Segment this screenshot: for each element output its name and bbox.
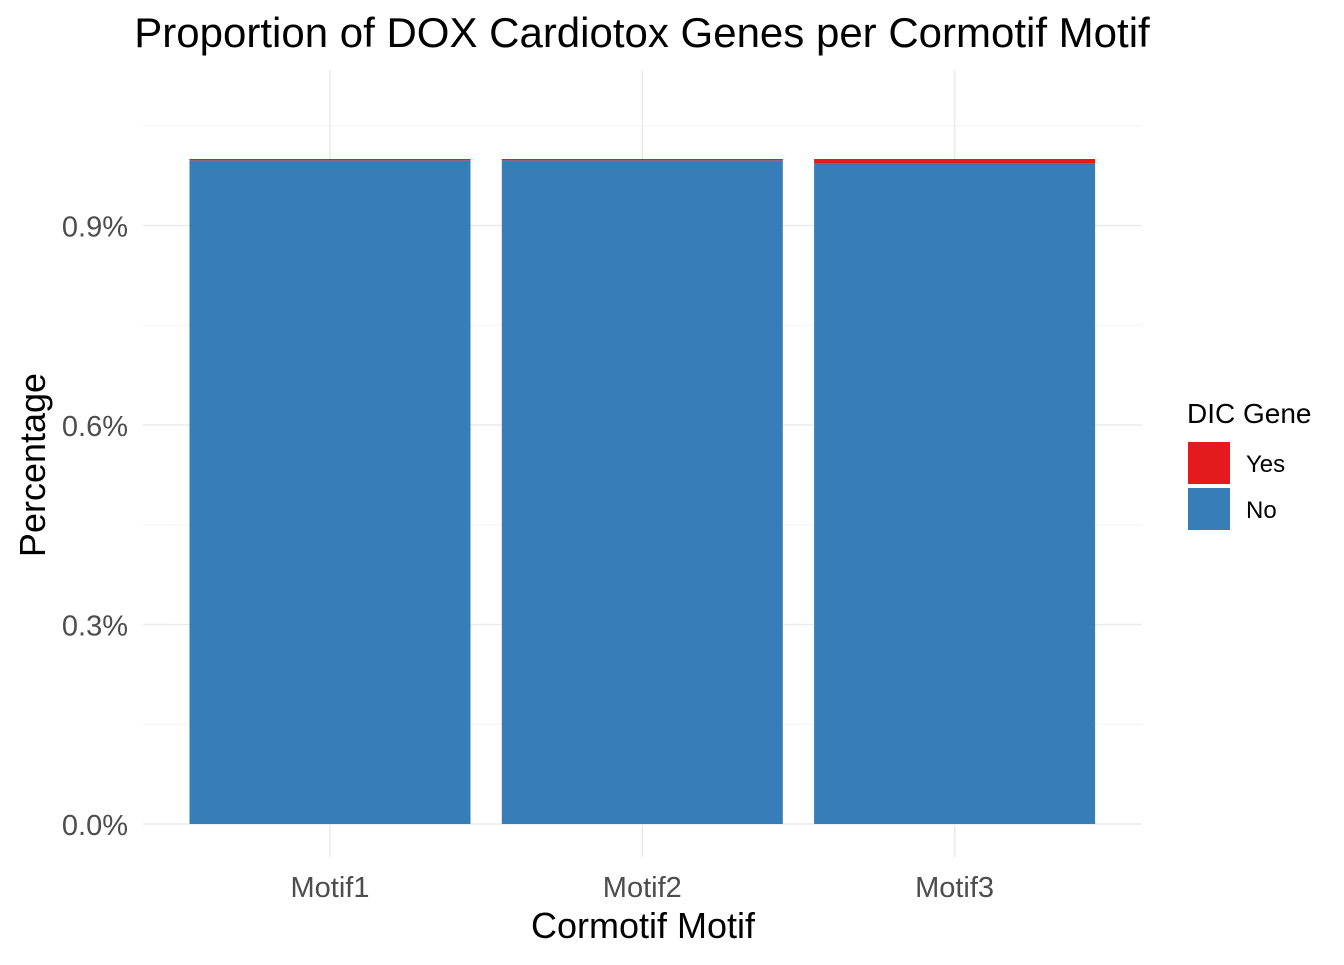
bars [189,159,1096,825]
y-tick-label: 0.0% [62,810,128,842]
x-tick-label: Motif1 [291,872,370,904]
bar-motif2-yes [501,159,783,161]
x-axis-ticks: Motif1 Motif2 Motif3 [291,872,995,904]
legend-swatch-no [1188,488,1230,530]
legend-label-no: No [1246,497,1277,524]
x-tick-label: Motif3 [915,872,994,904]
bar-motif3-no [814,162,1096,825]
bar-motif3-yes [814,159,1096,163]
legend-items: Yes No [1188,442,1285,530]
legend: DIC Gene Yes No [1187,398,1312,530]
x-tick-label: Motif2 [603,872,682,904]
y-tick-label: 0.6% [62,411,128,443]
x-axis-title: Cormotif Motif [531,905,756,946]
legend-swatch-yes [1188,442,1230,484]
y-axis-title: Percentage [12,373,53,557]
bar-motif1-yes [189,159,471,161]
bar-motif2-no [501,160,783,824]
y-axis-ticks: 0.0% 0.3% 0.6% 0.9% [62,212,128,843]
chart-title: Proportion of DOX Cardiotox Genes per Co… [134,9,1150,56]
y-tick-label: 0.3% [62,611,128,643]
legend-label-yes: Yes [1246,451,1285,478]
y-tick-label: 0.9% [62,212,128,244]
legend-title: DIC Gene [1187,398,1312,429]
bar-motif1-no [189,160,471,824]
